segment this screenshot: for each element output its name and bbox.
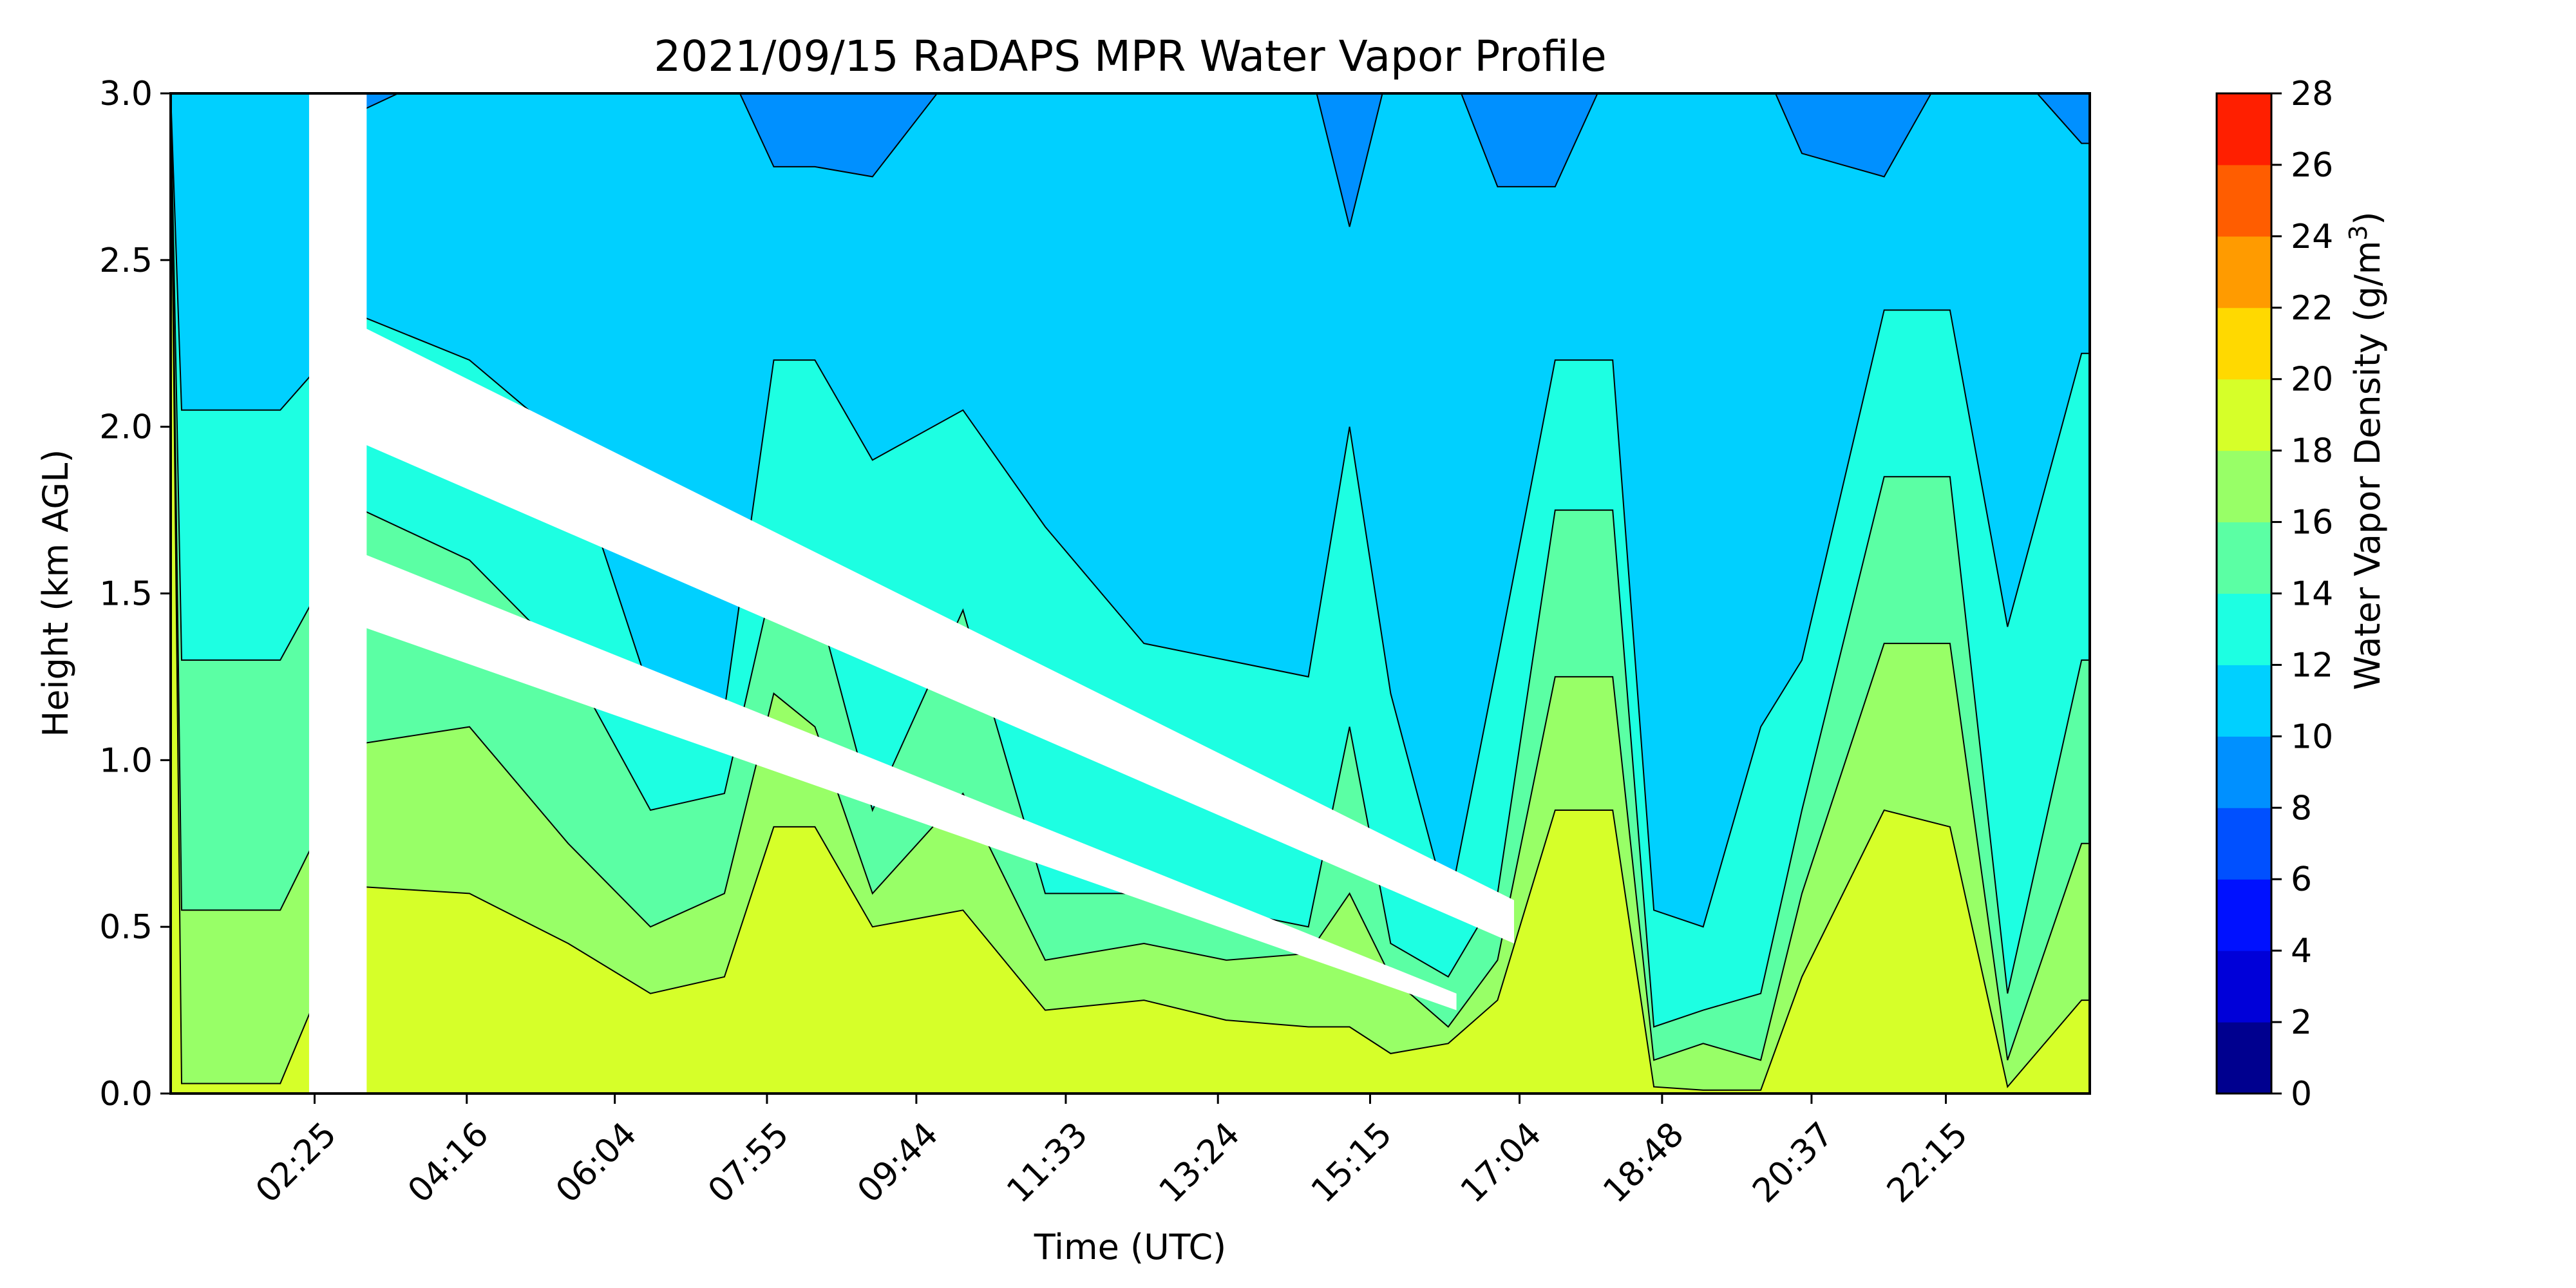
x-tick-label: 04:16 <box>401 1115 496 1210</box>
x-tick-label: 02:25 <box>249 1115 344 1210</box>
x-axis: 02:25 04:16 06:04 07:55 09:44 11:33 13:24 15:15… <box>249 1094 1975 1211</box>
x-tick-label: 11:33 <box>999 1115 1095 1210</box>
x-tick-label: 06:04 <box>549 1115 644 1210</box>
colorbar-tick-label: 24 <box>2291 218 2333 256</box>
x-tick-label: 09:44 <box>850 1115 945 1210</box>
missing-data-gaps <box>308 93 1514 1094</box>
y-axis: 0.0 0.5 1.0 1.5 2.0 2.5 3.0 <box>99 75 171 1113</box>
colorbar-segment <box>2217 307 2271 380</box>
plot-area <box>171 93 2090 1094</box>
x-axis-label: Time (UTC) <box>1034 1227 1227 1267</box>
chart-title: 2021/09/15 RaDAPS MPR Water Vapor Profil… <box>654 32 1606 81</box>
colorbar-segment <box>2217 736 2271 808</box>
x-tick-label: 18:48 <box>1596 1115 1691 1210</box>
colorbar-tick-label: 4 <box>2291 932 2312 971</box>
colorbar-segment <box>2217 164 2271 237</box>
colorbar-segment <box>2217 665 2271 737</box>
colorbar-segment <box>2217 1022 2271 1094</box>
colorbar-segment <box>2217 93 2271 166</box>
y-tick-label: 3.0 <box>99 75 153 113</box>
colorbar-tick-label: 10 <box>2291 717 2333 756</box>
colorbar-tick-label: 2 <box>2291 1003 2312 1042</box>
colorbar-tick-label: 8 <box>2291 789 2312 828</box>
gap-early-morning <box>308 93 367 1094</box>
colorbar-tick-label: 14 <box>2291 575 2333 614</box>
y-axis-label: Height (km AGL) <box>35 450 76 737</box>
colorbar-segment <box>2217 951 2271 1023</box>
colorbar-segment <box>2217 593 2271 665</box>
y-tick-label: 1.5 <box>99 575 153 614</box>
colorbar-tick-label: 18 <box>2291 432 2333 471</box>
gap-diagonal-upper <box>362 327 1514 944</box>
colorbar-tick-label: 22 <box>2291 289 2333 328</box>
x-tick-label: 15:15 <box>1304 1115 1399 1210</box>
y-tick-label: 2.5 <box>99 242 153 280</box>
y-tick-label: 0.0 <box>99 1075 153 1113</box>
colorbar-tick-label: 20 <box>2291 361 2333 399</box>
colorbar-tick-label: 28 <box>2291 75 2333 113</box>
colorbar-tick-label: 0 <box>2291 1075 2312 1113</box>
colorbar-segment <box>2217 450 2271 523</box>
y-tick-label: 1.0 <box>99 741 153 780</box>
colorbar-tick-label: 26 <box>2291 146 2333 185</box>
y-tick-label: 0.5 <box>99 908 153 947</box>
x-tick-label: 13:24 <box>1152 1115 1247 1210</box>
colorbar-tick-label: 12 <box>2291 646 2333 685</box>
colorbar-label: Water Vapor Density (g/m3) <box>2344 211 2388 690</box>
colorbar-tick-label: 16 <box>2291 504 2333 542</box>
colorbar-tick-label: 6 <box>2291 860 2312 899</box>
y-tick-label: 2.0 <box>99 408 153 447</box>
contour-bands <box>171 93 2090 1094</box>
gap-diagonal-lower <box>362 553 1457 1010</box>
x-tick-label: 22:15 <box>1880 1115 1975 1210</box>
x-tick-label: 07:55 <box>701 1115 796 1210</box>
x-tick-label: 17:04 <box>1454 1115 1549 1210</box>
colorbar-segment <box>2217 522 2271 594</box>
colorbar-segment <box>2217 236 2271 308</box>
colorbar-segment <box>2217 379 2271 451</box>
colorbar-segment <box>2217 808 2271 880</box>
colorbar-segment <box>2217 879 2271 951</box>
x-tick-label: 20:37 <box>1745 1115 1841 1210</box>
